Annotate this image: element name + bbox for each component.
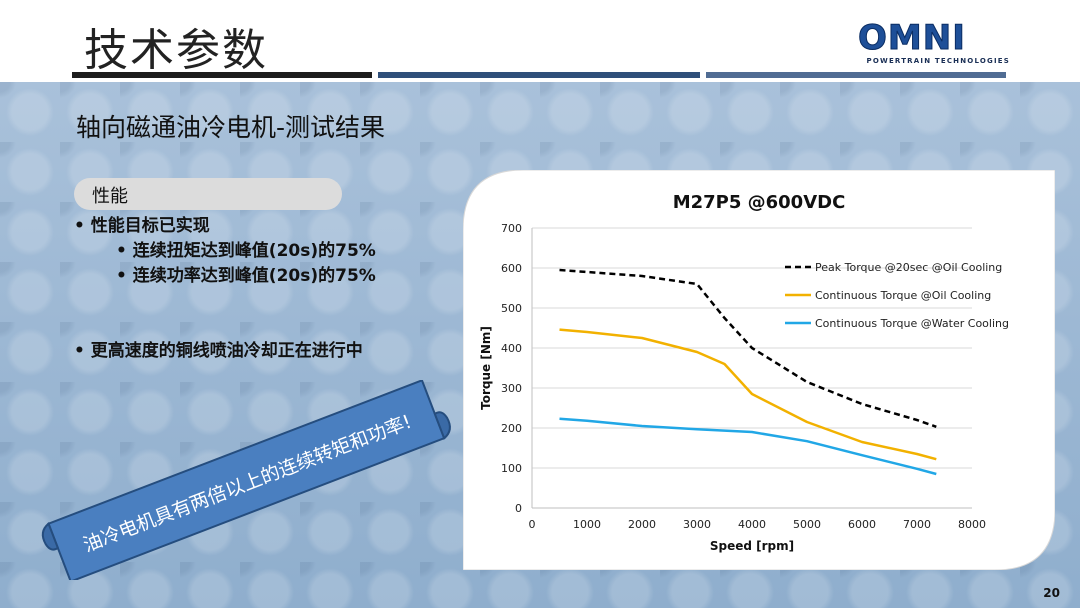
bullet-list: 性能目标已实现 连续扭矩达到峰值(20s)的75% 连续功率达到峰值(20s)的…: [74, 214, 376, 289]
header-divider-2: [378, 72, 700, 78]
logo-main-text: OMNI: [858, 18, 966, 58]
bullet-main-2: 更高速度的铜线喷油冷却正在进行中: [74, 336, 363, 361]
page-number: 20: [1043, 586, 1060, 600]
y-tick-label: 0: [515, 502, 522, 515]
y-axis-label: Torque [Nm]: [479, 326, 493, 410]
chart-title: M27P5 @600VDC: [673, 192, 846, 213]
legend-label-3: Continuous Torque @Water Cooling: [815, 317, 1009, 330]
x-tick-label: 2000: [628, 518, 656, 531]
omni-logo: OMNI POWERTRAIN TECHNOLOGIES: [858, 20, 1010, 66]
x-tick-label: 4000: [738, 518, 766, 531]
x-axis-label: Speed [rpm]: [710, 539, 794, 553]
series-line-3: [559, 417, 937, 476]
scroll-banner: 油冷电机具有两倍以上的连续转矩和功率!: [41, 380, 451, 580]
series-line-2: [559, 328, 937, 461]
x-tick-label: 0: [529, 518, 536, 531]
legend-label-1: Peak Torque @20sec @Oil Cooling: [815, 261, 1002, 274]
y-tick-label: 400: [501, 342, 522, 355]
banner-text: 油冷电机具有两倍以上的连续转矩和功率!: [80, 411, 414, 557]
y-tick-label: 500: [501, 302, 522, 315]
x-tick-label: 5000: [793, 518, 821, 531]
x-tick-label: 1000: [573, 518, 601, 531]
slide-subtitle: 轴向磁通油冷电机-测试结果: [76, 113, 386, 142]
y-tick-label: 300: [501, 382, 522, 395]
chart-background: [463, 170, 1055, 570]
y-tick-label: 700: [501, 222, 522, 235]
x-tick-label: 6000: [848, 518, 876, 531]
header-divider-1: [72, 72, 372, 78]
legend-label-2: Continuous Torque @Oil Cooling: [815, 289, 991, 302]
logo-sub-text: POWERTRAIN TECHNOLOGIES: [866, 57, 1010, 65]
x-tick-label: 7000: [903, 518, 931, 531]
page-title: 技术参数: [84, 25, 268, 76]
section-label: 性能: [92, 186, 128, 207]
header-divider-3: [706, 72, 1006, 78]
series-line-1: [559, 268, 937, 428]
scroll-curl-right: [433, 411, 451, 440]
x-tick-label: 8000: [958, 518, 986, 531]
bullet-sub-2: 连续功率达到峰值(20s)的75%: [74, 264, 376, 289]
y-tick-label: 100: [501, 462, 522, 475]
y-tick-label: 200: [501, 422, 522, 435]
section-label-pill: 性能: [74, 178, 342, 210]
y-tick-label: 600: [501, 262, 522, 275]
x-tick-label: 3000: [683, 518, 711, 531]
slide-header: 技术参数 OMNI POWERTRAIN TECHNOLOGIES: [0, 0, 1080, 82]
bullet-sub-1: 连续扭矩达到峰值(20s)的75%: [74, 239, 376, 264]
scroll-curl-left: [41, 522, 60, 551]
scroll-body: [47, 380, 446, 580]
bullet-main-1: 性能目标已实现: [74, 214, 376, 239]
